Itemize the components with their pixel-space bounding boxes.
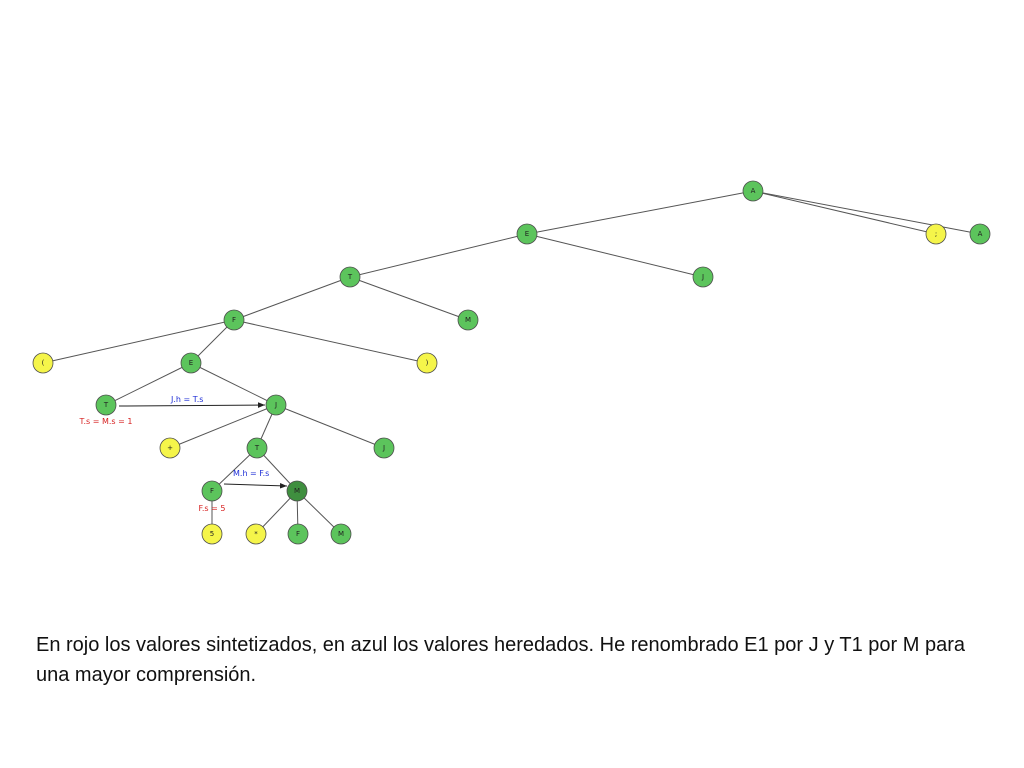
node-label: ( [42, 359, 45, 367]
edge-T_top-M_top [349, 276, 469, 321]
node-five: 5 [201, 523, 223, 545]
node-label: + [167, 444, 173, 452]
edge-F_top-rparen [233, 319, 428, 364]
node-circle [516, 223, 538, 245]
node-circle [245, 523, 267, 545]
node-label: F [232, 316, 236, 324]
node-label: J [274, 401, 277, 409]
node-M_top: M [457, 309, 479, 331]
node-J_mid: J [265, 394, 287, 416]
node-A_root: A [742, 180, 764, 202]
node-circle [180, 352, 202, 374]
inherited-arrow-m [223, 482, 288, 489]
node-label: F [210, 487, 214, 495]
node-F_top: F [223, 309, 245, 331]
tree-nodes: A; A E J T M F ( E) T J + T J F M 5 * F M [32, 180, 991, 545]
node-label: T [254, 444, 260, 452]
node-label: J [382, 444, 385, 452]
edge-A_root-semicolon [752, 190, 937, 235]
edge-E_top-T_top [349, 233, 528, 278]
node-circle [330, 523, 352, 545]
node-label: 5 [210, 530, 214, 538]
edge-J_mid-J_low [275, 404, 385, 449]
node-circle [246, 437, 268, 459]
node-circle [32, 352, 54, 374]
edge-A_root-A_right [752, 190, 981, 235]
node-circle [692, 266, 714, 288]
node-label: T [103, 401, 109, 409]
node-label: M [294, 487, 300, 495]
edge-T_top-F_top [233, 276, 351, 321]
edge-E_top-J_top [526, 233, 704, 278]
node-semicolon: ; [925, 223, 947, 245]
node-circle [457, 309, 479, 331]
node-circle [969, 223, 991, 245]
inherited-label-j: J.h = T.s [170, 395, 203, 404]
synthesized-label-t: T.s = M.s = 1 [79, 417, 133, 426]
edge-J_mid-plus [169, 404, 277, 449]
node-circle [286, 480, 308, 502]
attribute-labels: J.h = T.s T.s = M.s = 1 M.h = F.s F.s = … [79, 395, 270, 513]
node-E_top: E [516, 223, 538, 245]
node-label: ) [426, 359, 429, 367]
node-circle [339, 266, 361, 288]
node-M_low: M [286, 480, 308, 502]
node-circle [416, 352, 438, 374]
node-circle [265, 394, 287, 416]
diagram-caption: En rojo los valores sintetizados, en azu… [36, 634, 966, 686]
node-F_leaf: F [287, 523, 309, 545]
node-label: E [525, 230, 529, 238]
inherited-arrow-j [118, 402, 266, 408]
node-label: T [347, 273, 353, 281]
edge-A_root-E_top [526, 190, 754, 235]
node-T_low: T [246, 437, 268, 459]
parse-tree-diagram: A; A E J T M F ( E) T J + T J F M 5 * F M J.h = T.s T.s = M… [32, 180, 991, 545]
node-label: * [254, 530, 258, 538]
node-circle [925, 223, 947, 245]
node-circle [95, 394, 117, 416]
attribute-arrows [118, 402, 288, 489]
node-label: ; [935, 230, 937, 238]
node-rparen: ) [416, 352, 438, 374]
inherited-label-m: M.h = F.s [233, 469, 269, 478]
node-F_low: F [201, 480, 223, 502]
node-label: M [465, 316, 471, 324]
node-T_top: T [339, 266, 361, 288]
node-label: A [751, 187, 756, 195]
node-J_low: J [373, 437, 395, 459]
node-circle [201, 523, 223, 545]
node-circle [742, 180, 764, 202]
node-label: E [189, 359, 193, 367]
node-plus: + [159, 437, 181, 459]
node-star: * [245, 523, 267, 545]
node-lparen: ( [32, 352, 54, 374]
node-label: F [296, 530, 300, 538]
node-J_top: J [692, 266, 714, 288]
node-E_mid: E [180, 352, 202, 374]
node-circle [159, 437, 181, 459]
node-T_mid: T [95, 394, 117, 416]
node-circle [287, 523, 309, 545]
synthesized-label-f: F.s = 5 [199, 504, 226, 513]
edge-E_mid-T_mid [105, 362, 192, 406]
edge-E_mid-J_mid [190, 362, 277, 406]
node-circle [201, 480, 223, 502]
node-M_leaf: M [330, 523, 352, 545]
node-circle [373, 437, 395, 459]
node-label: M [338, 530, 344, 538]
node-label: J [701, 273, 704, 281]
node-circle [223, 309, 245, 331]
node-label: A [978, 230, 983, 238]
edge-F_top-lparen [42, 319, 235, 364]
node-A_right: A [969, 223, 991, 245]
